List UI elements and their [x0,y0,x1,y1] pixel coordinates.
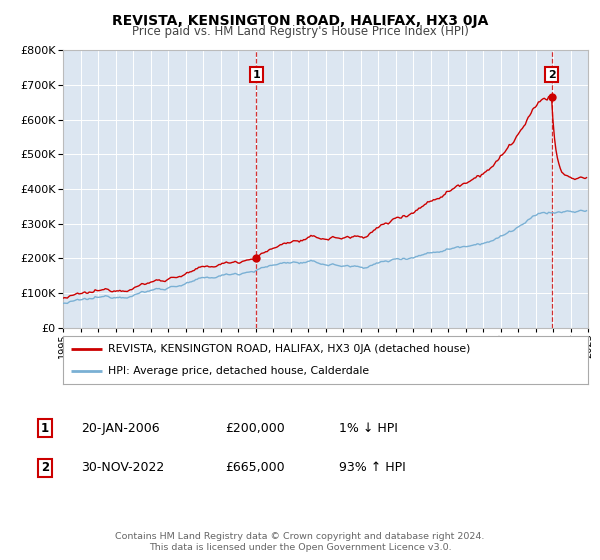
Text: 2: 2 [41,461,49,474]
Text: 30-NOV-2022: 30-NOV-2022 [81,461,164,474]
Text: REVISTA, KENSINGTON ROAD, HALIFAX, HX3 0JA: REVISTA, KENSINGTON ROAD, HALIFAX, HX3 0… [112,14,488,28]
Text: 93% ↑ HPI: 93% ↑ HPI [339,461,406,474]
Text: Price paid vs. HM Land Registry's House Price Index (HPI): Price paid vs. HM Land Registry's House … [131,25,469,38]
Text: Contains HM Land Registry data © Crown copyright and database right 2024.
This d: Contains HM Land Registry data © Crown c… [115,532,485,552]
Text: £665,000: £665,000 [225,461,284,474]
Text: 2: 2 [548,69,556,80]
Text: 1: 1 [41,422,49,435]
Text: REVISTA, KENSINGTON ROAD, HALIFAX, HX3 0JA (detached house): REVISTA, KENSINGTON ROAD, HALIFAX, HX3 0… [107,344,470,354]
Text: 20-JAN-2006: 20-JAN-2006 [81,422,160,435]
Text: 1: 1 [253,69,260,80]
Text: HPI: Average price, detached house, Calderdale: HPI: Average price, detached house, Cald… [107,366,369,376]
Text: 1% ↓ HPI: 1% ↓ HPI [339,422,398,435]
Text: £200,000: £200,000 [225,422,285,435]
